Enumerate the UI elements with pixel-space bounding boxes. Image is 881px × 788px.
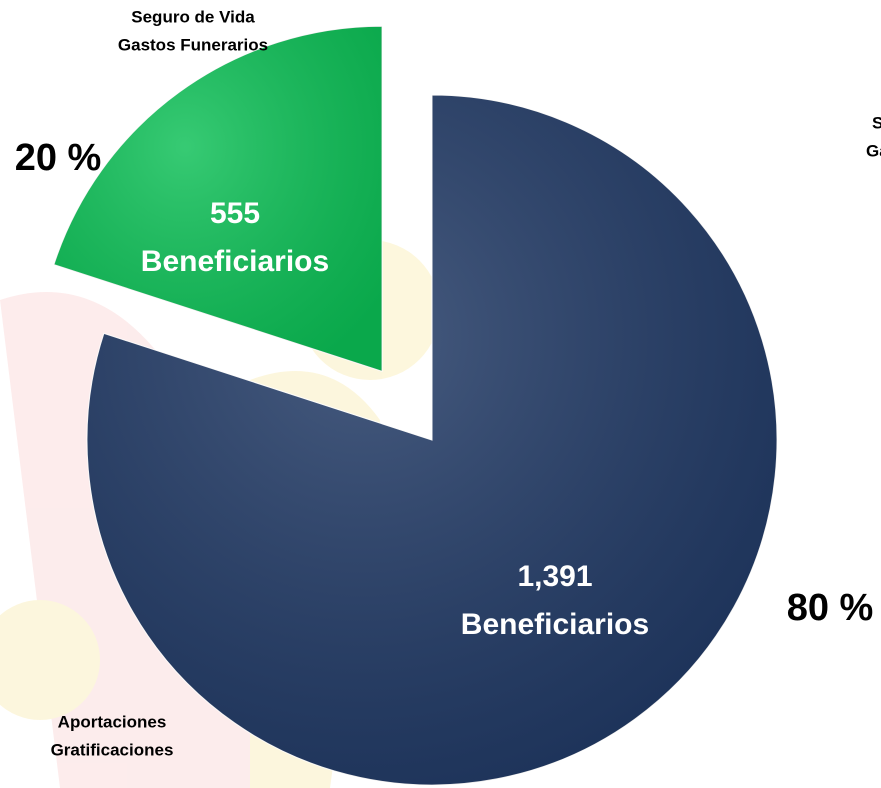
slice-shading [86,95,777,786]
percent-label: 80 % [787,587,874,629]
beneficiary-count: 555 [210,197,260,230]
category-label: Aportaciones [58,712,167,731]
category-label: Seguro de Vida [131,7,255,26]
beneficiary-unit: Beneficiarios [461,608,649,641]
beneficiary-unit: Beneficiarios [141,245,329,278]
category-label: Gastos Funerarios [118,35,268,54]
percent-label: 20 % [15,137,102,179]
category-label: Gratificaciones [51,740,174,759]
slice-shading [53,26,383,372]
beneficiary-count: 1,391 [517,560,592,593]
clipped-label: Ga [866,141,881,160]
clipped-label: S [872,113,881,132]
